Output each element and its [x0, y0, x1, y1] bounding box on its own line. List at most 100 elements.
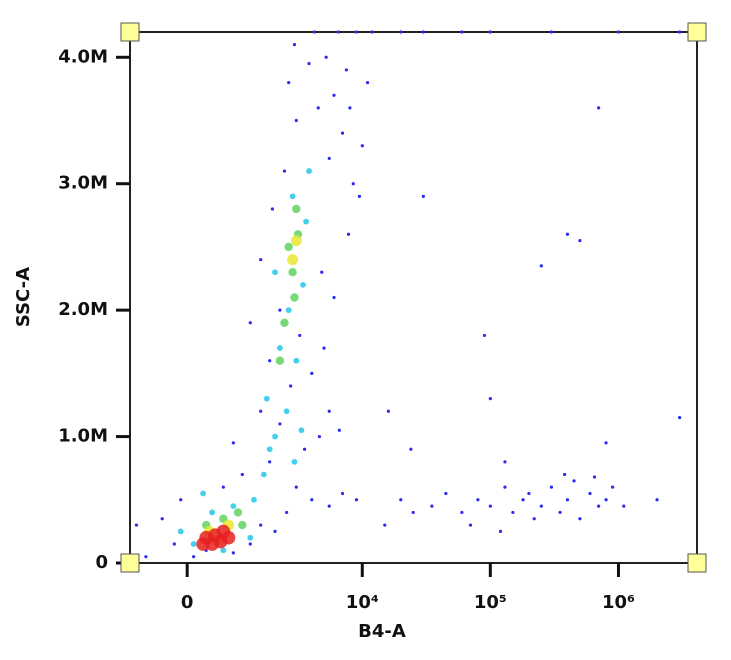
x-tick-label: 0	[181, 592, 194, 613]
point	[444, 491, 448, 496]
point	[357, 194, 362, 198]
point	[597, 504, 601, 508]
points	[134, 30, 682, 559]
point	[285, 510, 289, 515]
point	[292, 43, 297, 47]
point	[177, 528, 184, 535]
point	[268, 460, 272, 464]
point	[565, 232, 570, 236]
point	[351, 182, 355, 186]
point	[283, 408, 290, 415]
y-tick-label: 3.0M	[58, 173, 108, 194]
point	[616, 30, 621, 34]
point	[294, 485, 298, 489]
point	[240, 472, 244, 477]
point	[289, 193, 296, 200]
y-tick-label: 1.0M	[58, 426, 108, 447]
point	[289, 384, 293, 388]
point	[190, 541, 197, 547]
point	[310, 371, 314, 375]
point	[488, 504, 492, 508]
point	[588, 491, 592, 496]
point	[293, 357, 300, 364]
point	[221, 530, 236, 545]
point	[468, 523, 473, 527]
point	[354, 498, 359, 502]
point	[563, 472, 567, 477]
point	[327, 409, 331, 413]
point	[277, 345, 283, 351]
point	[549, 485, 554, 489]
point	[340, 131, 345, 135]
point	[386, 409, 390, 413]
point	[230, 503, 237, 510]
point	[678, 30, 682, 34]
point	[317, 434, 322, 439]
y-tick-label: 2.0M	[58, 299, 108, 320]
point	[399, 30, 403, 34]
point	[604, 498, 608, 502]
point	[287, 254, 299, 266]
point	[278, 308, 282, 312]
point	[322, 346, 326, 350]
point	[460, 510, 464, 515]
point	[263, 395, 270, 402]
point	[233, 508, 243, 517]
point	[337, 428, 341, 432]
point	[409, 447, 413, 451]
point	[578, 239, 582, 243]
point	[134, 523, 139, 527]
point	[324, 55, 328, 59]
point	[278, 422, 282, 426]
point	[302, 447, 307, 451]
point	[248, 542, 252, 546]
point	[549, 30, 554, 34]
point	[248, 321, 252, 325]
y-axis-label: SSC-A	[13, 267, 34, 327]
point	[336, 30, 341, 34]
point	[287, 80, 291, 85]
point	[327, 156, 331, 161]
point	[354, 30, 359, 34]
plot-frame	[129, 31, 698, 564]
point	[292, 204, 301, 214]
point	[298, 427, 305, 434]
point	[332, 295, 336, 300]
point	[421, 30, 425, 34]
point	[300, 281, 306, 288]
corner-handle	[687, 553, 707, 573]
point	[360, 144, 364, 148]
point	[270, 207, 275, 211]
point	[196, 537, 210, 551]
point	[421, 194, 425, 198]
point	[430, 504, 434, 508]
point	[365, 80, 370, 85]
point	[303, 218, 309, 225]
point	[348, 106, 352, 110]
point	[399, 498, 403, 502]
point	[482, 333, 487, 338]
point	[259, 257, 263, 262]
point	[655, 498, 659, 502]
corner-handle	[120, 22, 140, 42]
y-tick-label: 4.0M	[58, 46, 108, 67]
point	[558, 510, 562, 515]
point	[310, 498, 314, 502]
point	[312, 30, 317, 34]
point	[511, 510, 515, 515]
point	[597, 106, 601, 110]
point	[273, 529, 277, 533]
point	[678, 416, 682, 420]
point	[327, 504, 331, 508]
x-tick-label: 10⁶	[602, 592, 635, 613]
point	[476, 498, 480, 502]
x-tick-label: 10⁴	[346, 592, 379, 613]
point	[460, 30, 464, 34]
point	[306, 168, 312, 174]
point	[503, 485, 507, 489]
point	[521, 498, 525, 502]
point	[238, 520, 247, 530]
point	[231, 441, 235, 445]
point	[527, 491, 531, 496]
point	[247, 534, 254, 541]
